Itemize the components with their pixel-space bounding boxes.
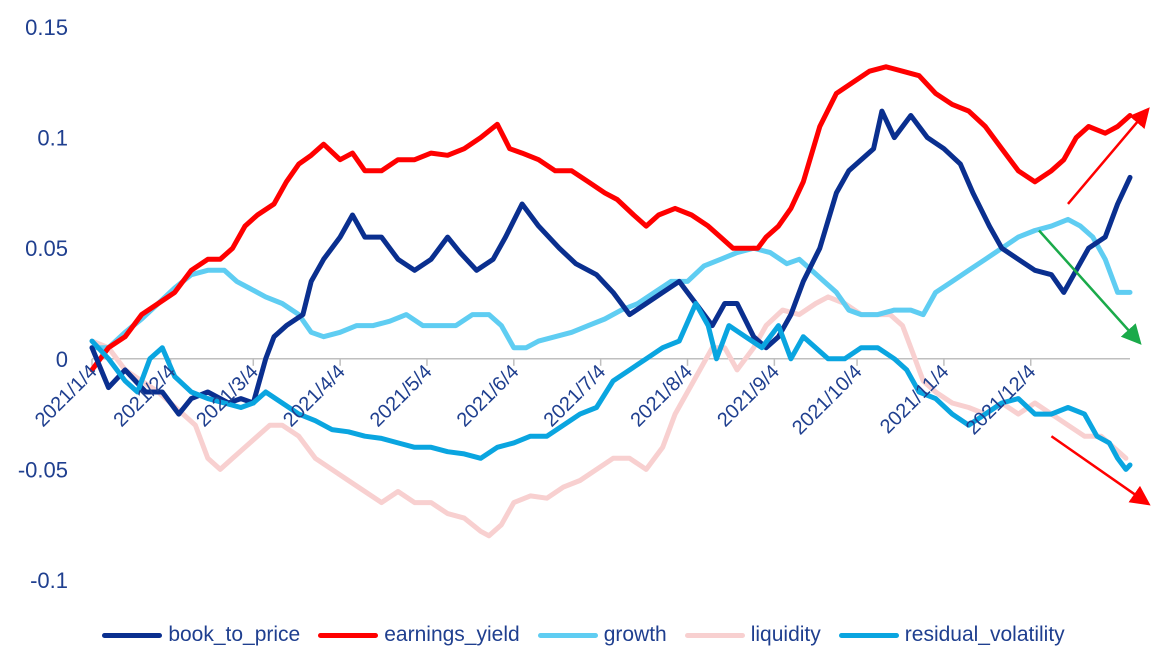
y-tick-label: -0.1 — [30, 568, 68, 593]
earnings-yield-up-arrow — [1067, 107, 1150, 205]
x-tick-label: 2021/7/4 — [540, 361, 611, 432]
chart-legend: book_to_price earnings_yield growth liqu… — [0, 620, 1167, 650]
legend-item-growth: growth — [537, 623, 667, 647]
series-line-residual-volatility — [89, 301, 1133, 472]
legend-item-residual-volatility: residual_volatility — [838, 623, 1065, 647]
legend-swatch-growth — [537, 632, 598, 638]
series-line-earnings-yield — [89, 64, 1133, 373]
series-line-liquidity — [89, 294, 1129, 539]
trend-arrows — [1038, 107, 1151, 506]
x-tick-label: 2021/11/4 — [876, 361, 953, 438]
growth-down-arrow — [1038, 229, 1142, 345]
y-axis-tick-labels: 0.15 0.1 0.05 0 -0.05 -0.1 — [18, 15, 68, 593]
line-chart: 2021/1/4 2021/2/4 2021/3/4 2021/4/4 2021/5/4… — [18, 15, 1151, 593]
y-tick-label: -0.05 — [18, 457, 68, 482]
x-tick-label: 2021/6/4 — [453, 361, 524, 432]
residual-volatility-down-arrow — [1050, 435, 1151, 506]
legend-swatch-residual-volatility — [838, 632, 899, 638]
legend-item-book-to-price: book_to_price — [102, 623, 300, 647]
legend-item-earnings-yield: earnings_yield — [318, 623, 520, 647]
x-tick-label: 2021/5/4 — [366, 361, 437, 432]
legend-label-book-to-price: book_to_price — [168, 623, 301, 646]
legend-label-liquidity: liquidity — [750, 623, 821, 646]
series-line-growth — [89, 216, 1133, 351]
x-tick-label: 2021/9/4 — [713, 361, 784, 432]
y-tick-label: 0 — [56, 347, 68, 372]
legend-label-residual-volatility: residual_volatility — [904, 623, 1065, 646]
y-tick-label: 0.05 — [25, 236, 68, 261]
legend-swatch-earnings-yield — [318, 632, 379, 638]
series-line-book-to-price — [89, 108, 1133, 417]
series-layer — [89, 64, 1133, 539]
x-tick-label: 2021/10/4 — [788, 361, 866, 439]
legend-label-growth: growth — [603, 623, 667, 646]
legend-item-liquidity: liquidity — [684, 623, 821, 647]
legend-swatch-liquidity — [684, 632, 745, 638]
y-tick-label: 0.1 — [37, 126, 68, 151]
y-tick-label: 0.15 — [25, 15, 68, 40]
x-tick-label: 2021/12/4 — [962, 361, 1040, 439]
legend-swatch-book-to-price — [102, 632, 163, 638]
x-axis-tick-labels: 2021/1/4 2021/2/4 2021/3/4 2021/4/4 2021/5/4… — [31, 361, 1040, 439]
legend-label-earnings-yield: earnings_yield — [384, 623, 520, 646]
